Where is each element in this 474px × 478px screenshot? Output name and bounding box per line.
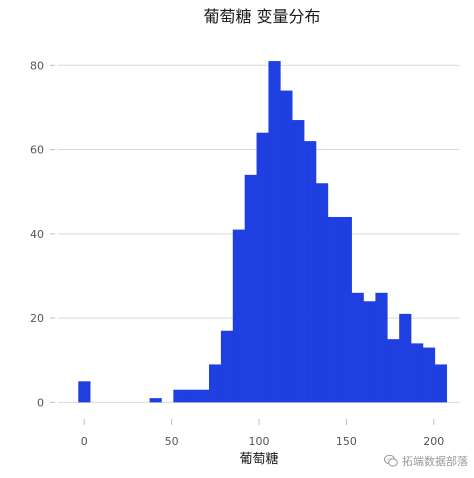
histogram-bar: [256, 132, 269, 403]
histogram-bar: [268, 61, 281, 403]
histogram-bar: [339, 216, 352, 403]
histogram-bar: [209, 364, 222, 403]
histogram-bar: [280, 90, 293, 403]
x-tick-label: 50: [165, 435, 179, 448]
x-tick-label: 150: [336, 435, 357, 448]
y-tick-label: 60: [30, 144, 44, 157]
histogram-bar: [434, 364, 448, 403]
watermark: 拓端数据部落: [384, 453, 468, 469]
histogram-bar: [173, 389, 186, 403]
histogram-bar: [78, 381, 91, 403]
histogram-bar: [387, 339, 400, 403]
histogram-bar: [411, 343, 424, 403]
x-tick-label: 200: [423, 435, 444, 448]
bar-layer: [78, 61, 448, 403]
x-axis-label: 葡萄糖: [239, 451, 278, 467]
histogram-bar: [244, 174, 257, 403]
histogram-bar: [422, 347, 436, 403]
tick-layer: 0 20 40 60 80 0 50 100 150 200: [30, 59, 444, 448]
histogram-bar: [399, 313, 412, 403]
histogram-bar: [220, 330, 234, 403]
y-tick-label: 20: [30, 312, 44, 325]
histogram-bar: [149, 398, 162, 403]
histogram-bar: [197, 389, 210, 403]
y-tick-label: 0: [37, 396, 44, 409]
histogram-bar: [375, 292, 388, 403]
histogram-bar: [315, 183, 329, 403]
histogram-bar: [232, 229, 245, 403]
histogram-bar: [351, 292, 364, 403]
histogram-bar: [304, 141, 317, 403]
x-tick-label: 100: [249, 435, 270, 448]
x-tick-label: 0: [81, 435, 88, 448]
histogram-bar: [363, 301, 376, 403]
histogram-bar: [327, 216, 341, 403]
watermark-text: 拓端数据部落: [402, 455, 468, 468]
chart-title: 葡萄糖 变量分布: [203, 7, 320, 26]
y-tick-label: 80: [30, 59, 44, 72]
y-tick-label: 40: [30, 228, 44, 241]
histogram-bar: [185, 389, 198, 403]
wechat-bubble-icon: [384, 454, 398, 467]
histogram-bar: [292, 120, 305, 403]
